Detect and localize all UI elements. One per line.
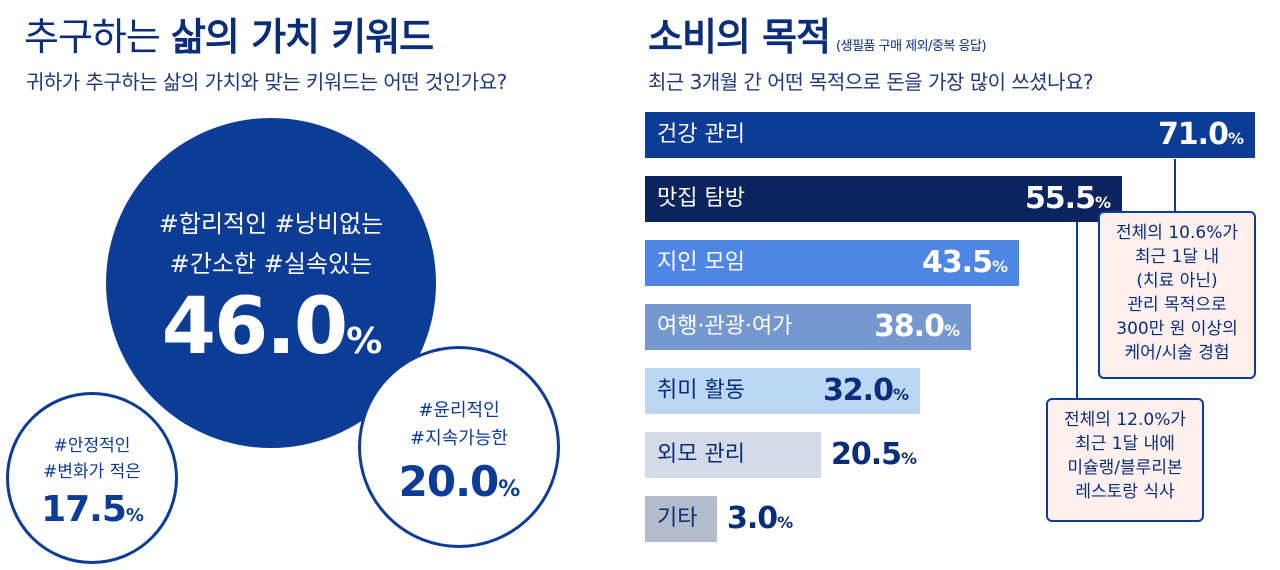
circle-value: 46.0% xyxy=(106,282,436,372)
note-line: 전체의 12.0%가 xyxy=(1064,410,1186,430)
connector-line-food xyxy=(1046,202,1078,398)
note-line: 300만 원 이상의 xyxy=(1116,319,1238,339)
bar-label: 지인 모임 xyxy=(657,250,745,275)
right-title: 소비의 목적 (생필품 구매 제외/중복 응답) xyxy=(648,6,987,61)
bar-4: 취미 활동 32.0% xyxy=(645,368,920,414)
circle-tags-line: #합리적인 #낭비없는 xyxy=(158,210,384,238)
circle-tags-line: #변화가 적은 xyxy=(43,462,141,482)
circle-tags-line: #지속가능한 xyxy=(410,428,508,449)
note-line: 관리 목적으로 xyxy=(1127,295,1227,315)
bar-label: 기타 xyxy=(657,506,698,531)
bar-value-label: 20.5% xyxy=(831,437,917,472)
circle-value-unit: % xyxy=(498,477,520,502)
circle-value: 17.5% xyxy=(9,489,175,530)
bar-value-label: 55.5% xyxy=(1024,181,1111,216)
bar-1: 맛집 탐방 55.5% xyxy=(645,176,1122,222)
right-title-text: 소비의 목적 xyxy=(648,15,831,59)
circle-value-number: 20.0 xyxy=(398,457,500,506)
circle-tags-line: #윤리적인 xyxy=(418,400,500,421)
bar-label: 여행·관광·여가 xyxy=(657,314,793,339)
bar-label: 건강 관리 xyxy=(657,122,745,147)
note-box-health: 전체의 10.6%가 최근 1달 내 (치료 아닌) 관리 목적으로 300만 … xyxy=(1098,211,1256,379)
bar-5: 외모 관리 20.5% xyxy=(645,432,917,478)
circle-tags: #안정적인 #변화가 적은 xyxy=(9,433,175,485)
circle-value-number: 17.5 xyxy=(41,489,127,530)
right-title-note: (생필품 구매 제외/중복 응답) xyxy=(836,39,987,54)
bar-0: 건강 관리 71.0% xyxy=(645,112,1255,158)
note-line: 미슐랭/블루리본 xyxy=(1067,458,1183,478)
circle-value-unit: % xyxy=(346,321,382,362)
circle-value-number: 46.0 xyxy=(161,282,348,372)
bar-2: 지인 모임 43.5% xyxy=(645,240,1019,286)
note-box-dining: 전체의 12.0%가 최근 1달 내에 미슐랭/블루리본 레스토랑 식사 xyxy=(1046,398,1204,522)
circle-tags-line: #간소한 #실속있는 xyxy=(169,250,373,278)
bar-value-label: 71.0% xyxy=(1157,117,1244,152)
bar-label: 외모 관리 xyxy=(657,442,745,467)
left-title-light: 추구하는 xyxy=(24,15,161,59)
circle-tags-line: #안정적인 xyxy=(53,436,131,456)
note-line: 최근 1달 내에 xyxy=(1075,434,1175,454)
bar-value-label: 43.5% xyxy=(921,245,1008,280)
left-title: 추구하는 삶의 가치 키워드 xyxy=(24,6,434,61)
bar-value-label: 38.0% xyxy=(873,309,960,344)
left-title-bold: 삶의 가치 키워드 xyxy=(170,15,434,59)
note-line: 최근 1달 내 xyxy=(1134,247,1220,267)
note-line: 케어/시술 경험 xyxy=(1124,343,1230,363)
bar-value-label: 32.0% xyxy=(822,373,909,408)
bar-value-label: 3.0% xyxy=(727,501,793,536)
bar-3: 여행·관광·여가 38.0% xyxy=(645,304,971,350)
circle-tags: #합리적인 #낭비없는 #간소한 #실속있는 xyxy=(106,204,436,284)
circle-value: 20.0% xyxy=(361,457,557,506)
right-subtitle: 최근 3개월 간 어떤 목적으로 돈을 가장 많이 쓰셨나요? xyxy=(648,70,1094,94)
bar-6: 기타 3.0% xyxy=(645,496,793,542)
left-subtitle: 귀하가 추구하는 삶의 가치와 맞는 키워드는 어떤 것인가요? xyxy=(26,70,507,94)
circle-tags: #윤리적인 #지속가능한 xyxy=(361,397,557,453)
note-line: 전체의 10.6%가 xyxy=(1116,223,1238,243)
circle-value-unit: % xyxy=(125,505,144,526)
bar-label: 취미 활동 xyxy=(657,378,745,403)
note-line: 레스토랑 식사 xyxy=(1075,482,1175,502)
value-circle-small: #안정적인 #변화가 적은 17.5% xyxy=(6,392,178,564)
value-circle-medium: #윤리적인 #지속가능한 20.0% xyxy=(358,346,560,548)
bar-label: 맛집 탐방 xyxy=(657,186,745,211)
note-line: (치료 아닌) xyxy=(1136,271,1218,291)
